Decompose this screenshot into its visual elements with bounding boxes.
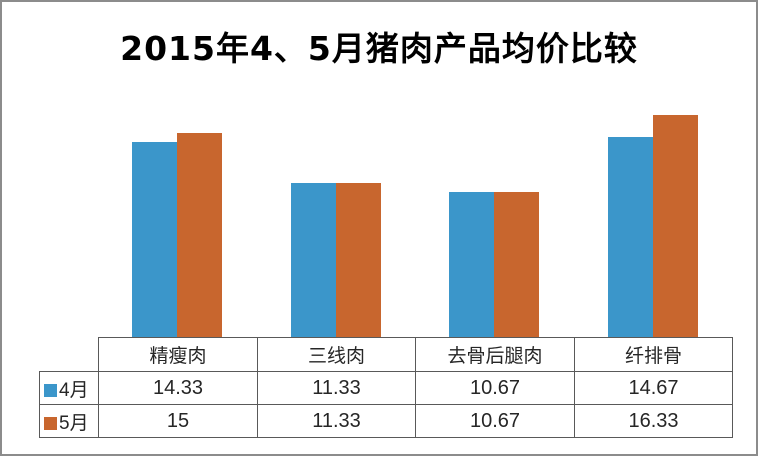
chart-title: 2015年4、5月猪肉产品均价比较 <box>120 29 638 68</box>
bar-april-3 <box>449 191 495 337</box>
legend-swatch-april-icon <box>44 383 57 397</box>
bar-april-4 <box>607 137 653 337</box>
table-cell: 11.33 <box>257 404 416 438</box>
table-cell: 11.33 <box>257 371 416 405</box>
legend-label-april: 4月 <box>59 379 89 401</box>
bar-may-4 <box>652 114 698 337</box>
legend-swatch-may-icon <box>44 416 57 430</box>
bar-may-2 <box>335 182 381 337</box>
bar-may-3 <box>494 191 540 337</box>
legend-cell-april: 4月 <box>39 371 99 405</box>
table-corner-blank <box>40 338 99 372</box>
table-cell: 16.33 <box>574 404 733 438</box>
table-row-may: 5月 15 11.33 10.67 16.33 <box>39 404 733 438</box>
bar-april-1 <box>132 142 178 337</box>
column-header: 去骨后腿肉 <box>415 337 575 372</box>
legend-cell-may: 5月 <box>39 404 99 438</box>
table-header-row: 精瘦肉 三线肉 去骨后腿肉 纤排骨 <box>40 337 733 372</box>
data-table: 精瘦肉 三线肉 去骨后腿肉 纤排骨 4月 14.33 11.33 10.67 1… <box>39 337 733 438</box>
column-header: 纤排骨 <box>574 337 733 372</box>
table-cell: 14.67 <box>574 371 733 405</box>
bar-april-2 <box>290 182 336 337</box>
column-header: 三线肉 <box>257 337 416 372</box>
table-row-april: 4月 14.33 11.33 10.67 14.67 <box>39 371 733 405</box>
table-cell: 14.33 <box>98 371 258 405</box>
table-cell: 15 <box>98 404 258 438</box>
table-cell: 10.67 <box>415 404 575 438</box>
plot-area <box>2 92 756 337</box>
column-header: 精瘦肉 <box>98 337 258 372</box>
table-cell: 10.67 <box>415 371 575 405</box>
bar-may-1 <box>177 132 223 337</box>
legend-label-may: 5月 <box>59 412 89 434</box>
